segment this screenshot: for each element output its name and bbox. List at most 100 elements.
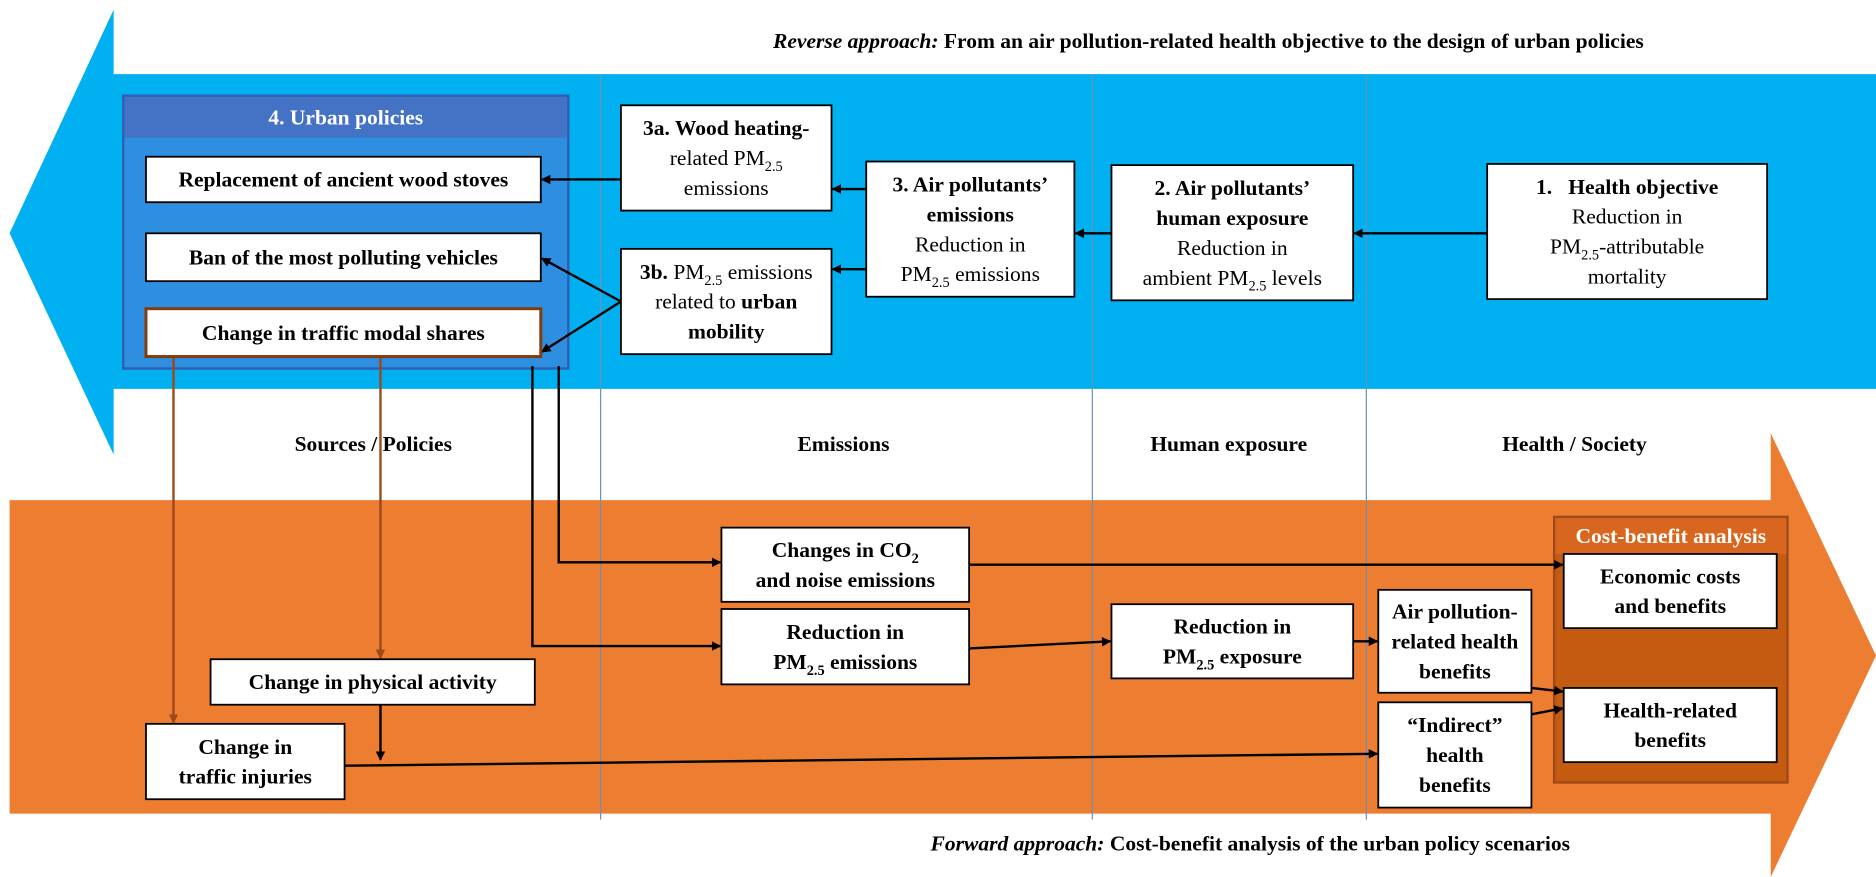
text-span: From an air pollution-related health obj… [939,29,1644,53]
node-text: “Indirect” [1407,713,1502,737]
node-text: related health [1391,629,1518,653]
subscript: 2.5 [807,663,825,679]
cost-benefit-header [1555,518,1787,554]
node-text: PM2.5 emissions [901,262,1040,291]
text-span: Reduction in [1177,236,1288,260]
node-box [620,247,833,356]
column-label: Sources / Policies [295,432,452,456]
text-span: emissions [950,262,1040,286]
node-text: PM2.5-attributable [1550,235,1704,264]
text-span: Reduction in [1173,615,1291,639]
text-span: and noise emissions [756,568,935,592]
subscript: 2.5 [765,159,783,175]
text-span: Change in [198,735,292,759]
text-span: Reduction in [786,620,904,644]
text-span: human exposure [1156,206,1308,230]
approach-title: Forward approach: Cost-benefit analysis … [929,832,1570,856]
text-span: Change in physical activity [249,670,497,694]
text-span: 2. Air pollutants’ [1155,176,1311,200]
text-span: benefits [1634,728,1706,752]
subscript: 2.5 [932,275,950,291]
node-text: benefits [1419,773,1491,797]
node-box [1562,687,1778,764]
text-span: urban [741,290,797,314]
node-text: 2. Air pollutants’ [1155,176,1311,200]
text-span: Reduction in [1572,205,1683,229]
text-span: emissions [722,260,812,284]
text-span: levels [1266,266,1322,290]
column-label: Health / Society [1502,432,1647,456]
node-text: Health-related [1603,698,1736,722]
node-text: Economic costs [1600,564,1740,588]
node-text: mortality [1588,265,1667,289]
text-span: -attributable [1599,235,1704,259]
text-span: benefits [1419,659,1491,683]
text-span: related health [1391,629,1518,653]
text-span: mobility [688,320,765,344]
node-box [1486,163,1769,301]
text-span: PM [1163,644,1196,668]
arrows [168,174,1564,767]
node-text: traffic injuries [179,765,312,789]
urban-policies-header [124,96,568,138]
text-span: 1. Health objective [1536,175,1718,199]
node-box [1377,701,1533,809]
text-span: mortality [1588,265,1667,289]
node-text: and noise emissions [756,568,935,592]
text-span: PM [901,262,932,286]
node-box [144,307,543,359]
text-span: 3. Air pollutants’ [892,172,1048,196]
subscript: 2.5 [1248,279,1266,295]
text-span: exposure [1214,644,1301,668]
text-span: PM [773,650,806,674]
node-text: emissions [927,202,1014,226]
node-text: PM2.5 emissions [773,650,917,679]
text-span: Cost-benefit analysis of the urban polic… [1104,832,1570,856]
node-text: benefits [1419,659,1491,683]
node-text: 3b. PM2.5 emissions [640,260,813,289]
node-text: Reduction in [786,620,904,644]
node-box [145,232,542,283]
node-text: Reduction in [1173,615,1291,639]
node-text: ambient PM2.5 levels [1143,266,1322,295]
node-text: Change in physical activity [249,670,497,694]
approach-title: Reverse approach: From an air pollution-… [772,29,1644,53]
node-text: mobility [688,320,765,344]
node-box [1562,553,1778,630]
node-text: 4. Urban policies [268,105,423,129]
text-span: ambient PM [1143,266,1249,290]
subscript: 2.5 [1581,248,1599,264]
text-span: PM [668,260,704,284]
node-text: Change in [198,735,292,759]
node-text: Ban of the most polluting vehicles [189,245,498,269]
node-text: 1. Health objective [1536,175,1718,199]
text-span: Replacement of ancient wood stoves [178,168,508,192]
node-text: related PM2.5 [670,146,783,175]
text-span: Ban of the most polluting vehicles [189,245,498,269]
column-label: Emissions [797,432,889,456]
node-text: related to urban [655,290,797,314]
node-text: Changes in CO2 [772,538,919,567]
node-text: benefits [1634,728,1706,752]
node-box [1110,164,1355,302]
text-span: and benefits [1614,594,1726,618]
text-span: Health-related [1603,698,1736,722]
text-span: related PM [670,146,765,170]
text-span: Cost-benefit analysis [1575,524,1766,548]
node-text: Change in traffic modal shares [202,321,485,345]
subscript: 2.5 [1196,657,1214,673]
node-box [145,722,346,801]
node-box [865,160,1076,298]
text-span: Reverse approach: [772,29,939,53]
node-box [720,608,971,686]
text-span: benefits [1419,773,1491,797]
text-span: Air pollution- [1392,600,1518,624]
column-label: Human exposure [1150,432,1307,456]
node-text: Reduction in [1572,205,1683,229]
node-text: Cost-benefit analysis [1575,524,1766,548]
text-span: emissions [684,176,769,200]
node-text: health [1426,743,1483,767]
subscript: 2 [912,551,919,567]
